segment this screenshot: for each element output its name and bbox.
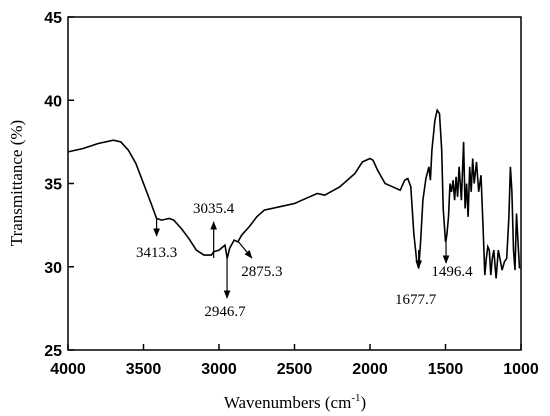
- x-tick-label: 1500: [428, 361, 464, 378]
- y-axis-label: Transmittance (%): [7, 120, 26, 246]
- annotation-arrow: [237, 240, 253, 259]
- y-tick-label: 45: [44, 10, 62, 27]
- y-tick-label: 30: [44, 260, 62, 277]
- annotation-label: 2875.3: [241, 264, 282, 280]
- x-tick-label: 3500: [126, 361, 162, 378]
- x-tick-label: 2000: [352, 361, 388, 378]
- x-tick-label: 4000: [50, 361, 86, 378]
- y-tick-label: 35: [44, 177, 62, 194]
- x-axis-label-end: ): [361, 393, 367, 412]
- annotation-label: 1677.7: [395, 292, 437, 308]
- annotation-label: 2946.7: [204, 304, 246, 320]
- spectrum-line: [67, 108, 521, 279]
- y-tick-label: 40: [44, 93, 62, 110]
- x-tick-label: 2500: [277, 361, 313, 378]
- x-tick-label: 3000: [201, 361, 237, 378]
- annotation-label: 3413.3: [136, 245, 177, 261]
- x-axis-label: Wavenumbers (cm-1): [224, 392, 366, 412]
- x-axis-label-main: Wavenumbers (cm: [224, 393, 352, 412]
- y-tick-label: 25: [44, 343, 62, 360]
- x-tick-label: 1000: [503, 361, 539, 378]
- annotation-label: 3035.4: [193, 201, 235, 217]
- annotation-label: 1496.4: [431, 264, 473, 280]
- x-axis-label-sup: -1: [351, 392, 360, 404]
